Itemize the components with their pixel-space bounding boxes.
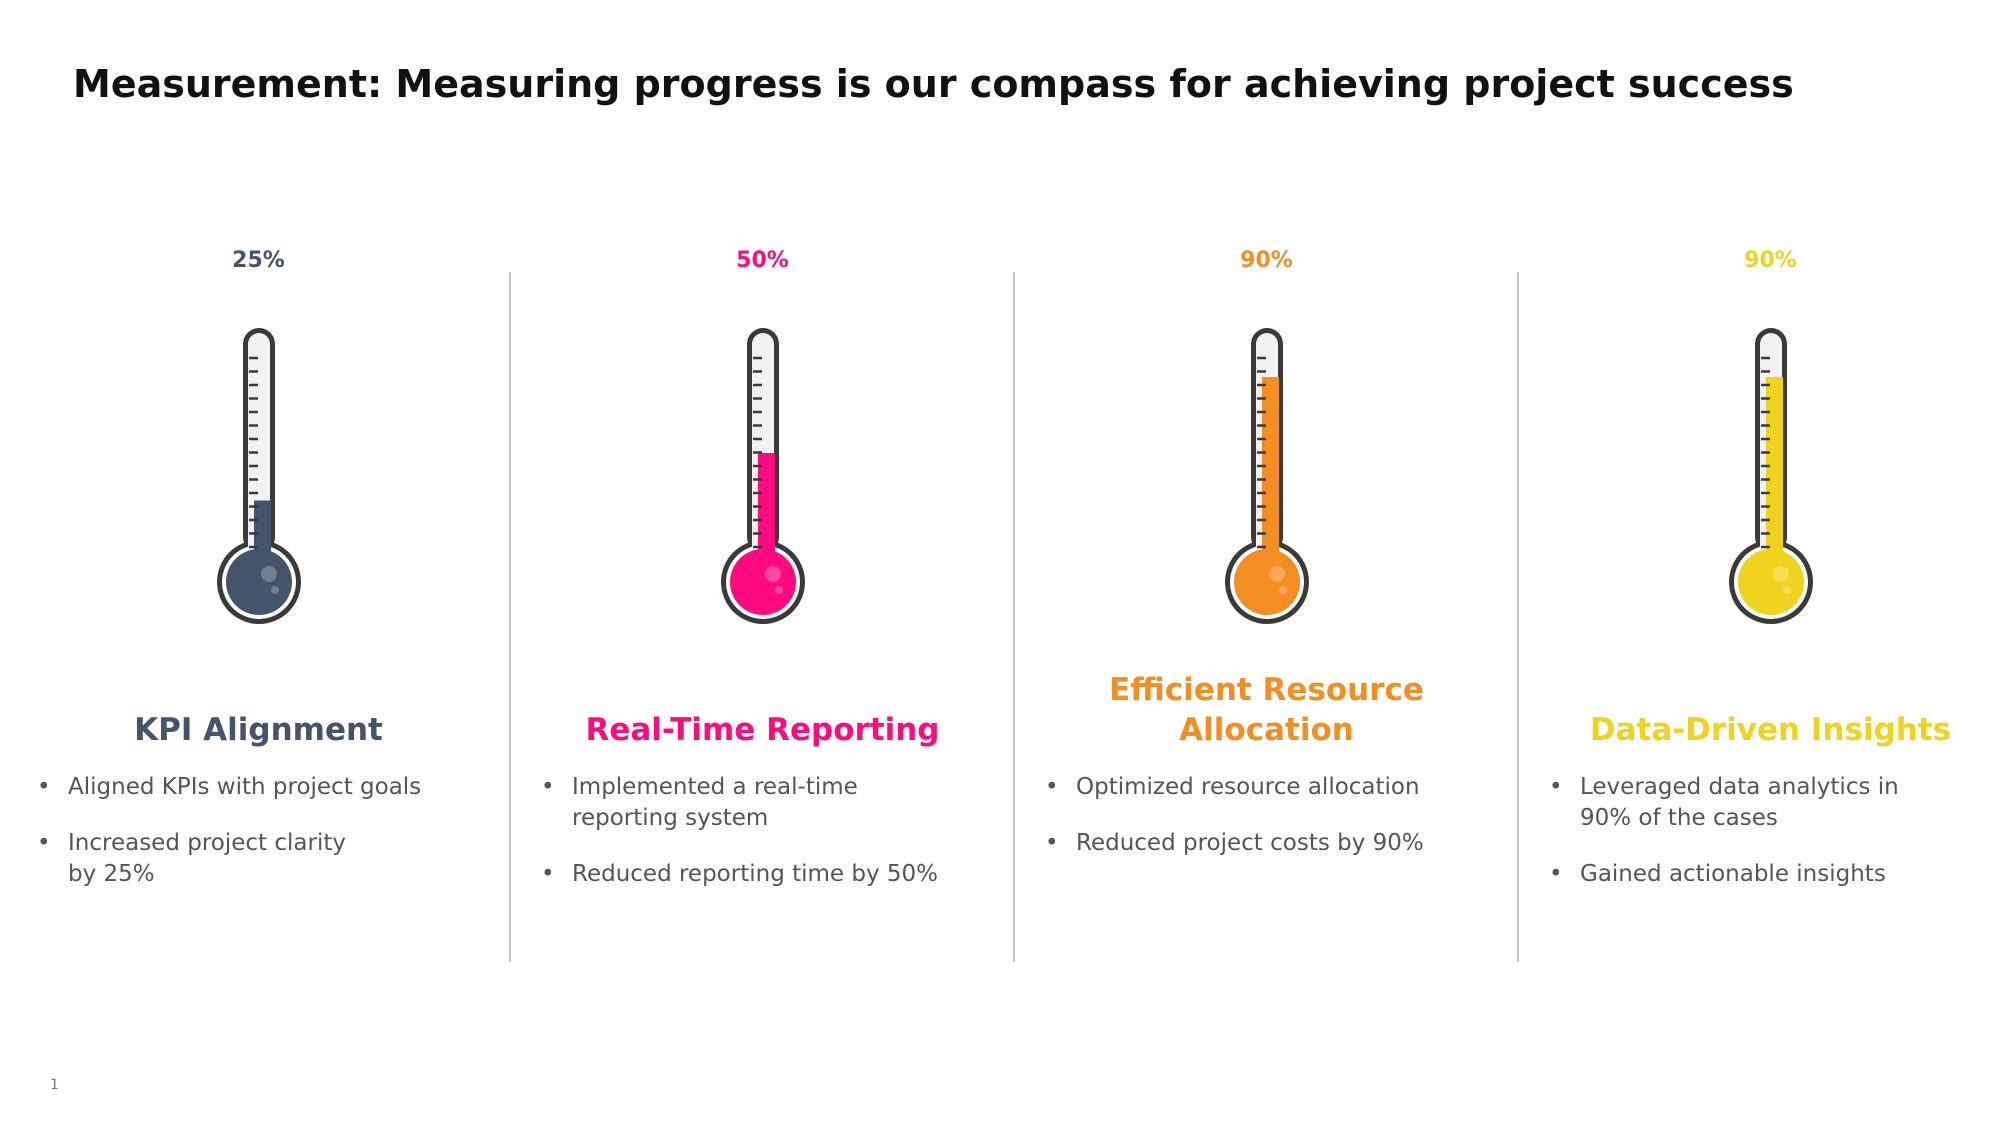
bullet-item: Optimized resource allocation xyxy=(1045,772,1505,803)
bullet-line: reporting system xyxy=(572,805,769,831)
column-title-line: KPI Alignment xyxy=(134,712,383,748)
column-title-line: Data-Driven Insights xyxy=(1589,712,1952,748)
thermometer-bubble xyxy=(764,566,781,582)
kpi-column: 50% Real-Time Reporting Implemented a re… xyxy=(511,0,1014,1000)
bullet-item: Gained actionable insights xyxy=(1549,859,2000,890)
bullet-item: Increased project clarity by 25% xyxy=(37,828,497,890)
column-title: Efficient Resource Allocation xyxy=(1015,670,1518,750)
bullet-line: Reduced project costs by 90% xyxy=(1076,830,1424,856)
kpi-column: 90% Data-Driven Insights Leveraged data … xyxy=(1519,0,2000,1000)
column-title-line: Efficient Resource xyxy=(1109,672,1424,708)
bullet-item: Reduced reporting time by 50% xyxy=(541,859,1001,890)
percent-label: 50% xyxy=(736,248,789,273)
kpi-column: 25% KPI Alignment Aligned KPIs with proj… xyxy=(7,0,510,1000)
thermometer-icon xyxy=(720,328,805,624)
column-divider xyxy=(1013,272,1015,962)
thermometer-icon xyxy=(216,328,301,624)
bullet-line: Aligned KPIs with project goals xyxy=(68,774,422,800)
bullet-line: Implemented a real-time xyxy=(572,774,858,800)
thermometer-gauge xyxy=(7,318,510,638)
column-title-line: Allocation xyxy=(1179,712,1354,748)
thermometer-bubble xyxy=(1268,566,1285,582)
thermometer-fill xyxy=(1765,377,1783,582)
thermometer-bubble xyxy=(1278,586,1287,594)
percent-label: 25% xyxy=(232,248,285,273)
thermometer-bubble xyxy=(260,566,277,582)
bullet-line: 90% of the cases xyxy=(1580,805,1778,831)
kpi-column: 90% Efficient Resource Allocation Optimi… xyxy=(1015,0,1518,1000)
thermometer-gauge xyxy=(511,318,1014,638)
thermometer-bulb-fill xyxy=(1737,549,1804,615)
bullet-list: Leveraged data analytics in 90% of the ca… xyxy=(1549,772,2000,915)
thermometer-bubble xyxy=(270,586,279,594)
bullet-line: Leveraged data analytics in xyxy=(1580,774,1899,800)
percent-label: 90% xyxy=(1744,248,1797,273)
bullet-line: by 25% xyxy=(68,861,155,887)
column-title-line: Real-Time Reporting xyxy=(585,712,940,748)
thermometer-bubble xyxy=(774,586,783,594)
bullet-line: Increased project clarity xyxy=(68,830,346,856)
thermometer-gauge xyxy=(1015,318,1518,638)
bullet-item: Aligned KPIs with project goals xyxy=(37,772,497,803)
thermometer-bulb-fill xyxy=(225,549,292,615)
thermometer-bulb-fill xyxy=(729,549,796,615)
bullet-line: Optimized resource allocation xyxy=(1076,774,1420,800)
thermometer-bubble xyxy=(1782,586,1791,594)
thermometer-icon xyxy=(1728,328,1813,624)
bullet-line: Gained actionable insights xyxy=(1580,861,1886,887)
bullet-item: Implemented a real-time reporting system xyxy=(541,772,1001,834)
bullet-list: Optimized resource allocation Reduced pr… xyxy=(1045,772,1505,884)
thermometer-fill xyxy=(1261,377,1279,582)
thermometer-gauge xyxy=(1519,318,2000,638)
bullet-list: Aligned KPIs with project goals Increase… xyxy=(37,772,497,915)
column-divider xyxy=(1517,272,1519,962)
column-title: Data-Driven Insights xyxy=(1519,710,2000,750)
page-number: 1 xyxy=(50,1077,59,1093)
column-title: KPI Alignment xyxy=(7,710,510,750)
column-divider xyxy=(509,272,511,962)
percent-label: 90% xyxy=(1240,248,1293,273)
thermometer-bulb-fill xyxy=(1233,549,1300,615)
bullet-item: Leveraged data analytics in 90% of the ca… xyxy=(1549,772,2000,834)
bullet-line: Reduced reporting time by 50% xyxy=(572,861,939,887)
bullet-item: Reduced project costs by 90% xyxy=(1045,828,1505,859)
column-title: Real-Time Reporting xyxy=(511,710,1014,750)
slide-title: Measurement: Measuring progress is our c… xyxy=(73,62,1794,106)
thermometer-bubble xyxy=(1772,566,1789,582)
thermometer-icon xyxy=(1224,328,1309,624)
